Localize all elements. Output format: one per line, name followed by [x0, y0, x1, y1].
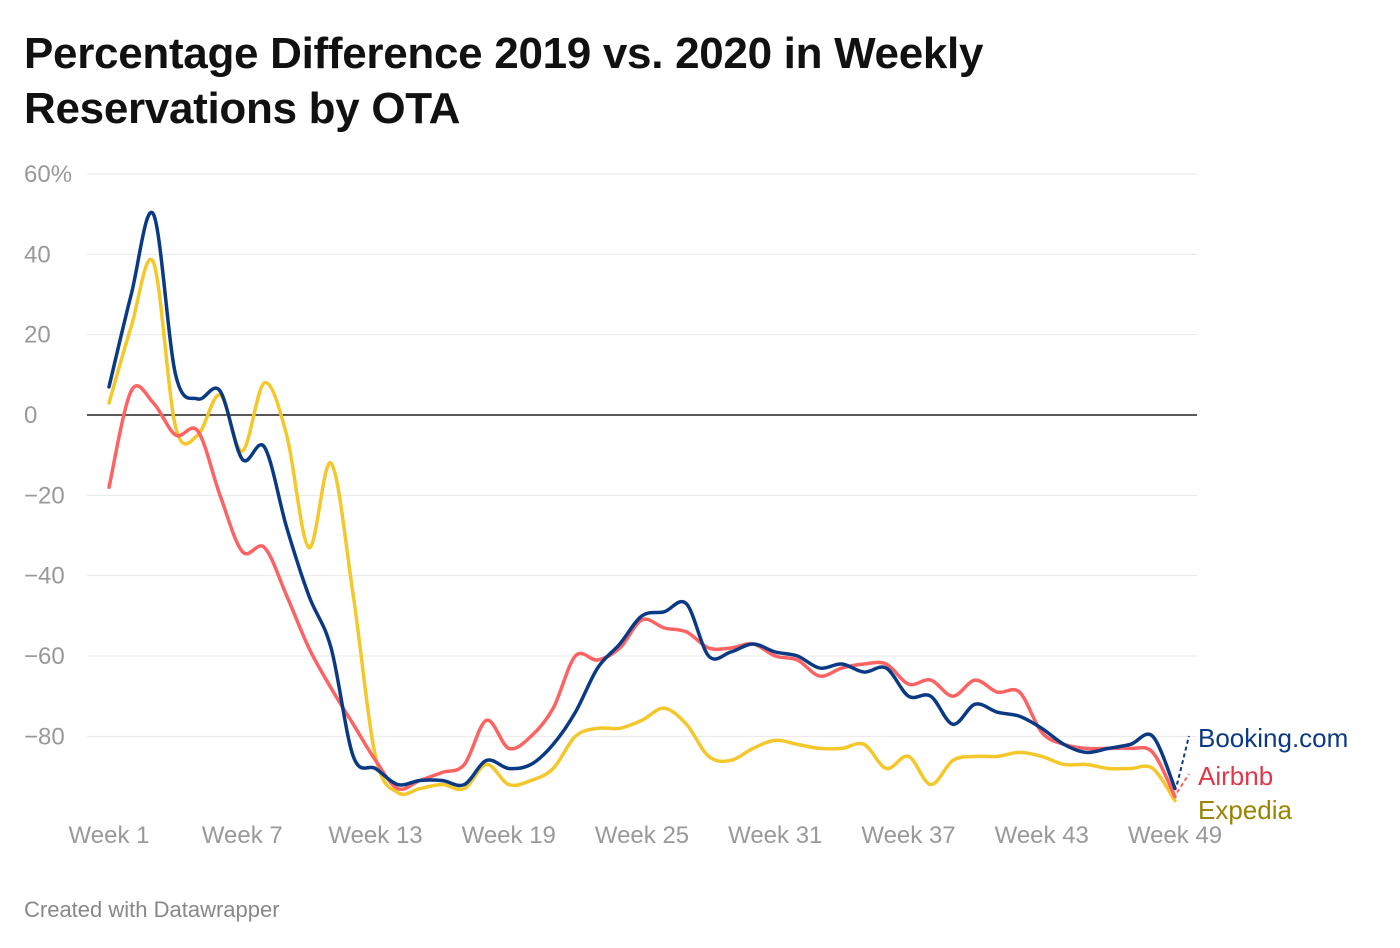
series-label: Airbnb [1198, 761, 1273, 791]
x-tick-label: Week 43 [995, 822, 1089, 849]
y-tick-label: 40 [24, 241, 51, 268]
x-tick-label: Week 19 [462, 822, 556, 849]
y-tick-label: −20 [24, 482, 65, 509]
x-tick-label: Week 49 [1128, 822, 1222, 849]
x-tick-label: Week 7 [202, 822, 283, 849]
footer-credit: Created with Datawrapper [24, 897, 280, 922]
label-leader-line [1176, 735, 1190, 785]
series-label: Expedia [1198, 795, 1292, 825]
x-tick-label: Week 31 [728, 822, 822, 849]
label-leader-line [1176, 773, 1190, 794]
series-line-bookingcom [107, 210, 1177, 791]
x-tick-label: Week 13 [328, 822, 422, 849]
y-tick-label: −80 [24, 723, 65, 750]
y-tick-label: 60% [24, 161, 72, 188]
x-tick-label: Week 25 [595, 822, 689, 849]
y-tick-label: −60 [24, 643, 65, 670]
series-label: Booking.com [1198, 723, 1348, 753]
series-line-airbnb [107, 384, 1177, 799]
x-tick-label: Week 37 [861, 822, 955, 849]
y-tick-label: 20 [24, 322, 51, 349]
x-tick-label: Week 1 [69, 822, 150, 849]
chart-title: Percentage Difference 2019 vs. 2020 in W… [24, 29, 984, 133]
y-tick-label: −40 [24, 563, 65, 590]
series-line-expedia [107, 257, 1177, 803]
y-tick-label: 0 [24, 402, 37, 429]
